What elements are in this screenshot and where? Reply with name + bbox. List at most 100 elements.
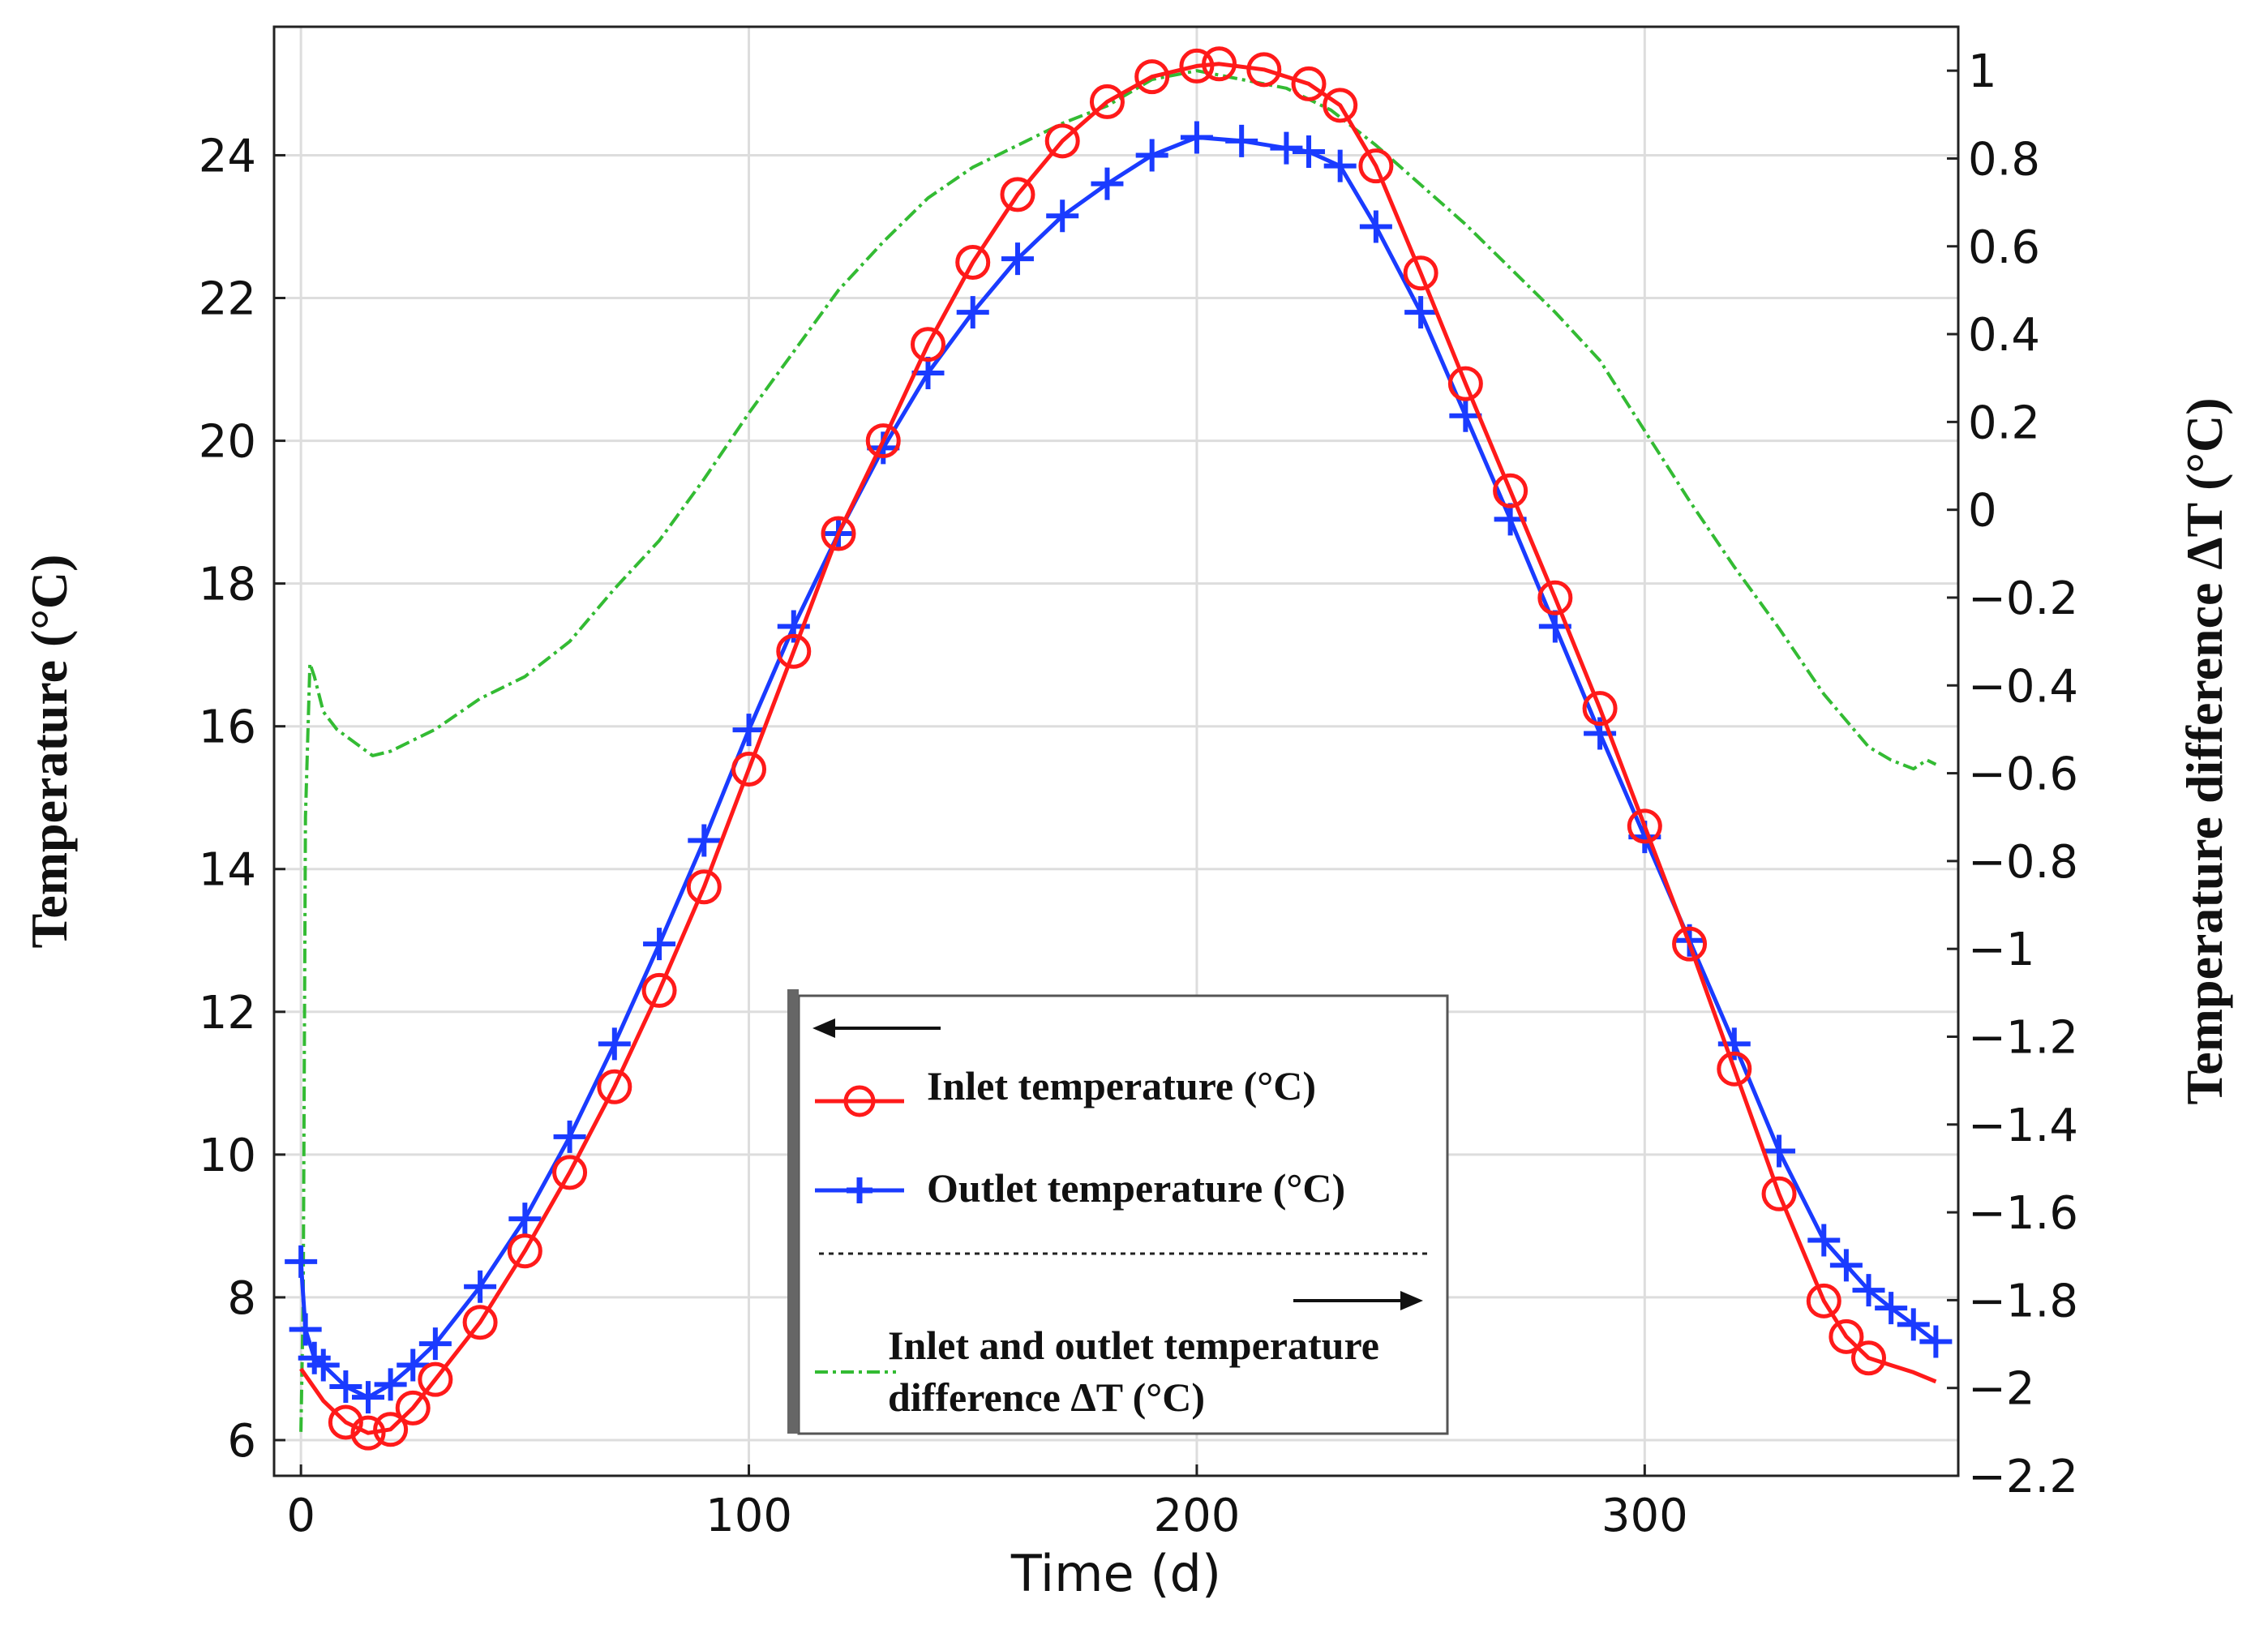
inlet-point <box>1000 177 1035 212</box>
outlet-point <box>1763 1134 1796 1168</box>
inlet-point <box>1806 1283 1841 1318</box>
inlet-point <box>1323 88 1358 123</box>
inlet-point <box>1403 255 1438 291</box>
legend-inlet-label: Inlet temperature (°C) <box>927 1063 1316 1108</box>
legend: Inlet temperature (°C) Outlet temperatur… <box>787 989 1449 1435</box>
legend-left-arrow <box>812 1018 941 1038</box>
legend-right-arrow-head <box>1400 1291 1423 1310</box>
inlet-point <box>1246 52 1282 88</box>
inlet-point <box>1291 66 1327 101</box>
legend-shadow <box>787 989 799 1434</box>
difference-series-line <box>299 69 1937 1432</box>
inlet-point <box>373 1412 409 1447</box>
x-tick-label: 200 <box>1153 1490 1240 1542</box>
y-tick-label: 20 <box>199 416 256 469</box>
y-tick-label: 10 <box>199 1130 256 1182</box>
inlet-point <box>507 1233 542 1269</box>
legend-left-arrow-head <box>812 1018 835 1038</box>
inlet-point <box>1761 1176 1797 1211</box>
y2-tick-label: −2.2 <box>1968 1451 2078 1503</box>
inlet-point <box>462 1305 498 1340</box>
plot-frame <box>272 25 1960 1477</box>
inlet-point <box>1134 59 1170 95</box>
inlet-point <box>1358 148 1394 184</box>
outlet-point <box>352 1381 385 1414</box>
y2-tick-label: 0.8 <box>1968 133 2040 186</box>
y2-tick-label: −0.6 <box>1968 748 2078 801</box>
y-axis-title: Temperature (°C) <box>20 555 78 949</box>
y2-tick-label: 0.2 <box>1968 397 2040 449</box>
legend-difference-label: Inlet and outlet temperature difference … <box>888 1323 1389 1420</box>
outlet-point <box>1046 199 1079 233</box>
outlet-point <box>285 1245 318 1278</box>
legend-inlet-marker <box>843 1085 876 1117</box>
outlet-point <box>1829 1249 1863 1282</box>
inlet-point <box>1493 473 1528 508</box>
y2-tick-label: −0.8 <box>1968 836 2078 889</box>
y2-tick-label: −1.2 <box>1968 1011 2078 1064</box>
x-tick-label: 300 <box>1601 1490 1688 1542</box>
inlet-point <box>1717 1051 1752 1087</box>
legend-difference-label-line1: Inlet and outlet temperature <box>888 1323 1379 1368</box>
inlet-point <box>328 1404 363 1440</box>
y2-tick-label: −1.6 <box>1968 1187 2078 1240</box>
outlet-point <box>307 1348 340 1382</box>
outlet-point <box>1852 1274 1885 1307</box>
y-tick-label: 14 <box>199 844 256 897</box>
inlet-point <box>1447 366 1483 401</box>
legend-right-arrow <box>1293 1291 1423 1310</box>
inlet-point <box>1089 84 1125 119</box>
series-layer <box>285 46 1953 1451</box>
outlet-point <box>688 824 721 857</box>
y2-axis-title: Temperature difference ΔT (°C) <box>2176 397 2233 1104</box>
outlet-point <box>732 714 765 747</box>
legend-box <box>797 994 1449 1435</box>
inlet-point <box>552 1155 588 1190</box>
legend-entry-inlet: Inlet temperature (°C) <box>815 1063 1316 1117</box>
ticks: 0 100 200 300681012141618202224−2.2−2−1.8−1… <box>199 45 2078 1542</box>
outlet-point <box>956 296 989 329</box>
outlet-point <box>1897 1308 1930 1341</box>
y2-tick-label: −1.4 <box>1968 1100 2078 1152</box>
y-tick-label: 22 <box>199 273 256 326</box>
outlet-point <box>1323 149 1357 182</box>
inlet-point <box>418 1361 453 1397</box>
outlet-point <box>374 1368 407 1401</box>
outlet-point <box>397 1348 430 1382</box>
legend-entry-outlet: Outlet temperature (°C) <box>815 1165 1345 1211</box>
inlet-point <box>350 1415 386 1451</box>
inlet-point <box>1044 123 1080 159</box>
outlet-point <box>553 1120 586 1153</box>
outlet-point <box>1135 139 1168 172</box>
outlet-point <box>1919 1325 1953 1358</box>
y2-tick-label: −0.2 <box>1968 572 2078 625</box>
y2-tick-label: −1 <box>1968 924 2035 976</box>
y-tick-label: 8 <box>227 1272 256 1325</box>
outlet-point <box>464 1270 497 1303</box>
x-tick-label: 0 <box>286 1490 315 1542</box>
inlet-point <box>1179 48 1215 84</box>
outlet-point <box>911 356 945 389</box>
inlet-point <box>821 516 856 551</box>
outlet-point <box>1359 210 1392 243</box>
y2-tick-label: −0.4 <box>1968 660 2078 713</box>
outlet-point <box>598 1027 631 1061</box>
outlet-series-line <box>298 135 1937 1400</box>
legend-outlet-marker <box>847 1177 872 1203</box>
y2-tick-label: −2 <box>1968 1363 2035 1416</box>
outlet-point <box>1404 296 1438 329</box>
inlet-point <box>1582 691 1618 727</box>
inlet-point <box>1627 808 1662 844</box>
inlet-point <box>597 1069 632 1104</box>
inlet-point <box>686 869 722 905</box>
outlet-point <box>418 1327 452 1361</box>
inlet-point <box>641 972 677 1008</box>
inlet-point <box>395 1390 431 1426</box>
inlet-point <box>1537 580 1573 615</box>
inlet-point <box>1829 1318 1864 1354</box>
x-axis-title: Time (d) <box>1010 1544 1221 1603</box>
outlet-point <box>1091 167 1124 200</box>
legend-outlet-label: Outlet temperature (°C) <box>927 1165 1345 1211</box>
y2-tick-label: 0.6 <box>1968 221 2040 274</box>
outlet-point <box>1449 399 1482 432</box>
